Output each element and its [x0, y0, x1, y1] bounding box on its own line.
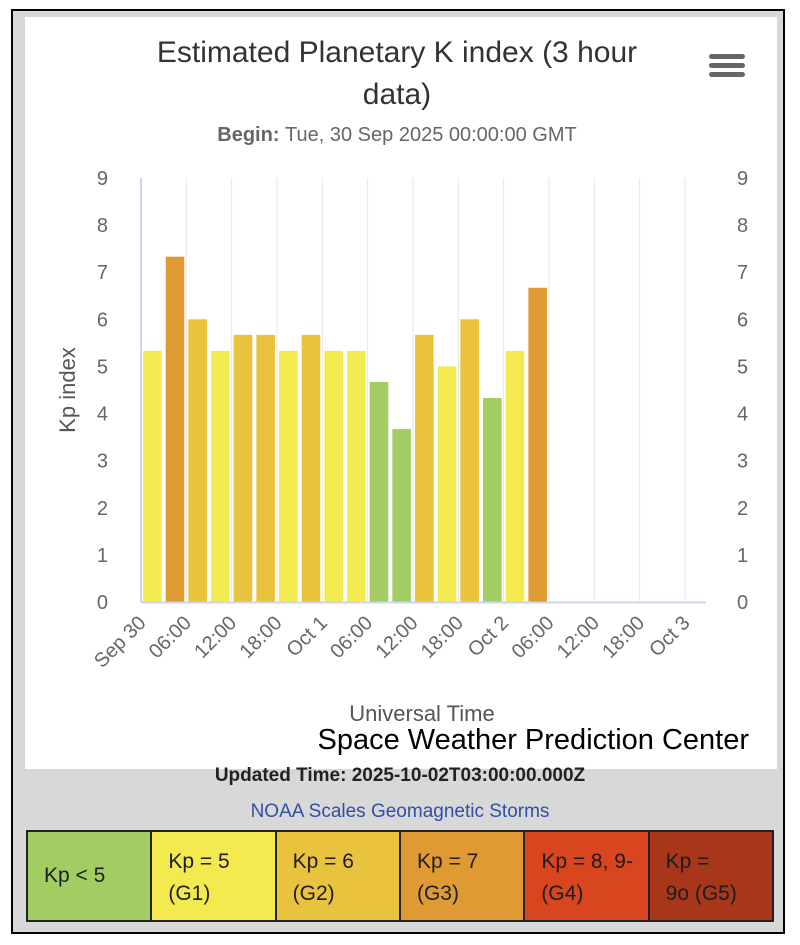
y-tick-label-left: 5: [97, 356, 108, 378]
scale-cell-g4: Kp = 8, 9- (G4): [525, 832, 650, 920]
subtitle-label: Begin:: [217, 124, 285, 146]
x-tick-label: 18:00: [236, 612, 287, 663]
y-tick-label-right: 7: [737, 262, 748, 284]
kp-bar: [233, 334, 253, 602]
y-tick-label-right: 3: [737, 451, 748, 473]
chart-title-line-2: data): [363, 78, 431, 111]
x-tick-label: 18:00: [598, 612, 649, 663]
x-axis-title: Universal Time: [349, 701, 494, 726]
scale-cell-kp-below-5: Kp < 5: [28, 832, 153, 920]
kp-bar: [279, 350, 298, 602]
y-tick-label-left: 3: [97, 451, 108, 473]
scale-label: Kp = 6: [292, 850, 354, 873]
updated-time: Updated Time: 2025-10-02T03:00:00.000Z: [214, 765, 586, 786]
y-tick-label-left: 6: [97, 309, 108, 331]
scale-cell-g5: Kp = 9o (G5): [649, 832, 772, 920]
scale-cell-g1: Kp = 5 (G1): [152, 832, 277, 920]
y-tick-label-right: 5: [737, 356, 748, 378]
scale-sublabel: (G1): [168, 882, 211, 905]
hamburger-menu-icon[interactable]: [709, 54, 745, 80]
x-tick-label: 06:00: [508, 612, 559, 663]
y-tick-label-left: 4: [97, 404, 108, 426]
chart-subtitle: Begin: Tue, 30 Sep 2025 00:00:00 GMT: [217, 124, 576, 146]
kp-bar: [143, 350, 162, 602]
scale-label: Kp = 8, 9-: [541, 850, 633, 873]
scale-label: Kp = 7: [416, 850, 479, 873]
y-tick-label-right: 8: [737, 215, 748, 237]
kp-bar: [460, 319, 479, 602]
y-tick-label-left: 7: [97, 262, 108, 284]
x-tick-label: 06:00: [326, 612, 377, 663]
y-tick-label-right: 1: [737, 545, 748, 567]
y-tick-label-right: 4: [737, 404, 748, 426]
kp-bar: [324, 350, 343, 602]
scale-cell-g3: Kp = 7 (G3): [400, 832, 526, 920]
y-tick-label-left: 2: [97, 498, 108, 520]
kp-bar: [437, 366, 457, 602]
scale-label: Kp =: [665, 850, 710, 873]
x-tick-label: 12:00: [553, 612, 604, 663]
y-tick-label-right: 2: [737, 498, 748, 520]
y-tick-label-right: 0: [737, 592, 748, 614]
noaa-kp-scale-legend: Kp < 5 Kp = 5 (G1) Kp = 6 (G2) Kp = 7 (G3) …: [26, 830, 774, 922]
scale-cell-g2: Kp = 6 (G2): [276, 832, 401, 920]
x-tick-label: Oct 3: [645, 612, 694, 661]
scale-sublabel: 9o (G5): [665, 882, 737, 905]
kp-bar: [392, 429, 411, 602]
kp-bar: [483, 398, 502, 602]
kp-index-chart: Estimated Planetary K index (3 hour data)…: [55, 36, 750, 756]
x-tick-label: 18:00: [417, 612, 468, 663]
y-tick-label-left: 9: [97, 168, 108, 190]
kp-bar: [256, 334, 275, 602]
x-tick-label: Oct 2: [464, 612, 513, 661]
kp-bar: [211, 350, 230, 602]
y-tick-label-left: 0: [97, 592, 108, 614]
y-tick-label-left: 8: [97, 215, 108, 237]
x-tick-label: 12:00: [190, 612, 241, 663]
y-tick-label-left: 1: [97, 545, 108, 567]
x-tick-label: Oct 1: [283, 612, 332, 661]
y-axis-title: Kp index: [55, 347, 80, 433]
kp-bar: [369, 381, 389, 602]
scale-sublabel: (G2): [292, 882, 335, 905]
kp-bar: [505, 350, 525, 602]
scale-sublabel: (G3): [416, 882, 459, 905]
chart-title: Estimated Planetary K index (3 hour: [157, 36, 637, 69]
kp-bar: [165, 256, 185, 602]
chart-panel: Estimated Planetary K index (3 hour data)…: [25, 17, 777, 769]
x-tick-label: Sep 30: [90, 612, 150, 672]
chart-credit: Space Weather Prediction Center: [318, 724, 750, 756]
kp-bar: [347, 350, 366, 602]
noaa-scales-link[interactable]: NOAA Scales Geomagnetic Storms: [250, 801, 550, 822]
kp-bar: [528, 287, 547, 602]
kp-bar: [188, 319, 207, 602]
y-tick-label-right: 6: [737, 309, 748, 331]
subtitle-value: Tue, 30 Sep 2025 00:00:00 GMT: [285, 124, 577, 146]
y-tick-label-right: 9: [737, 168, 748, 190]
kp-bar: [301, 334, 321, 602]
scale-sublabel: (G4): [541, 882, 584, 905]
x-tick-label: 12:00: [372, 612, 423, 663]
x-tick-label: 06:00: [145, 612, 196, 663]
scale-label: Kp < 5: [44, 864, 106, 887]
kp-bar: [415, 334, 434, 602]
scale-label: Kp = 5: [168, 850, 230, 873]
